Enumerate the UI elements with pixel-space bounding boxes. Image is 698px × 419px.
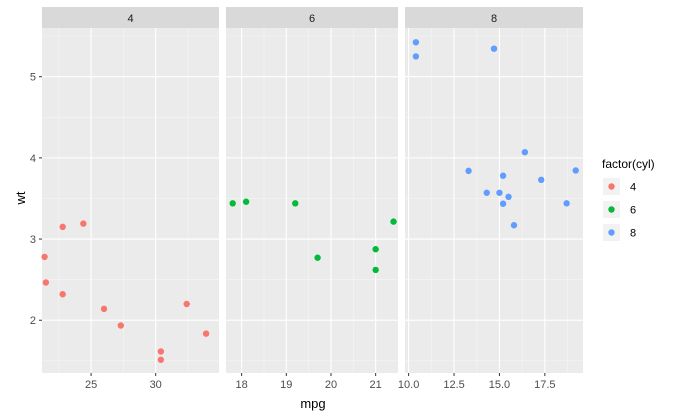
legend: factor(cyl) 4 6 8 [602, 157, 655, 241]
data-point [563, 200, 570, 207]
data-point [117, 322, 125, 329]
facet-panel-8: 8 10.0 12.5 15.0 17.5 [398, 7, 583, 391]
data-point [572, 167, 579, 174]
data-point [483, 189, 490, 196]
x-tick-label: 17.5 [534, 379, 555, 391]
legend-item-4: 4 [603, 178, 636, 195]
x-tick-label: 15.0 [489, 379, 510, 391]
x-tick-label: 25 [85, 379, 97, 391]
y-tick-label: 3 [30, 234, 36, 246]
y-axis-title: wt [13, 191, 28, 205]
x-axis-title: mpg [300, 396, 325, 411]
x-tick-label: 21 [370, 379, 382, 391]
data-point [390, 218, 397, 225]
legend-marker [608, 183, 615, 190]
facet-strip [42, 7, 219, 28]
data-point [465, 167, 472, 175]
data-point [202, 330, 210, 337]
data-point [183, 300, 190, 308]
legend-marker [608, 206, 615, 213]
x-tick-label: 12.5 [443, 379, 464, 391]
facet-panel-6: 6 18 19 20 21 [226, 7, 398, 391]
data-point [372, 246, 379, 253]
data-point [41, 253, 48, 261]
facet-strip-label: 6 [309, 13, 315, 25]
facet-strip [405, 7, 583, 28]
x-tick-label: 20 [325, 379, 337, 391]
y-tick-label: 4 [30, 153, 36, 165]
facet-strip [226, 7, 398, 28]
data-point [157, 348, 165, 355]
data-point [499, 200, 507, 207]
legend-marker [608, 229, 615, 236]
data-point [538, 176, 545, 183]
data-point [372, 266, 379, 274]
data-point [521, 149, 529, 156]
data-point [496, 189, 503, 196]
data-point [242, 198, 250, 205]
legend-item-6: 6 [603, 201, 636, 218]
data-point [100, 305, 108, 313]
x-tick-label: 19 [280, 379, 292, 391]
panel-background [226, 28, 398, 373]
x-tick-label: 18 [236, 379, 248, 391]
data-point [499, 172, 507, 179]
legend-label: 8 [630, 228, 636, 240]
panel-background [42, 28, 219, 373]
panel-background [405, 28, 583, 373]
x-tick-label: 10.0 [398, 379, 419, 391]
legend-item-8: 8 [603, 224, 636, 241]
facet-panels: 4 25 30 6 18 19 20 21 8 10.0 12.5 15.0 17.5 [41, 7, 583, 391]
y-tick-label: 5 [30, 72, 36, 84]
data-point [292, 200, 299, 207]
data-point [412, 53, 420, 60]
facet-strip-label: 8 [491, 13, 497, 25]
legend-title: factor(cyl) [602, 157, 655, 171]
legend-label: 4 [630, 182, 636, 194]
data-point [412, 39, 420, 46]
data-point [505, 193, 512, 201]
data-point [59, 223, 66, 231]
data-point [510, 222, 518, 229]
legend-label: 6 [630, 205, 636, 217]
data-point [80, 220, 87, 227]
y-tick-label: 2 [30, 315, 36, 327]
data-point [490, 45, 498, 52]
y-axis: 2 3 4 5 [30, 72, 42, 327]
data-point [229, 200, 236, 207]
data-point [59, 291, 66, 298]
data-point [42, 279, 50, 286]
facet-panel-4: 4 25 30 [41, 7, 219, 391]
data-point [157, 356, 165, 363]
x-tick-label: 30 [150, 379, 162, 391]
data-point [314, 254, 321, 261]
facet-strip-label: 4 [127, 13, 133, 25]
